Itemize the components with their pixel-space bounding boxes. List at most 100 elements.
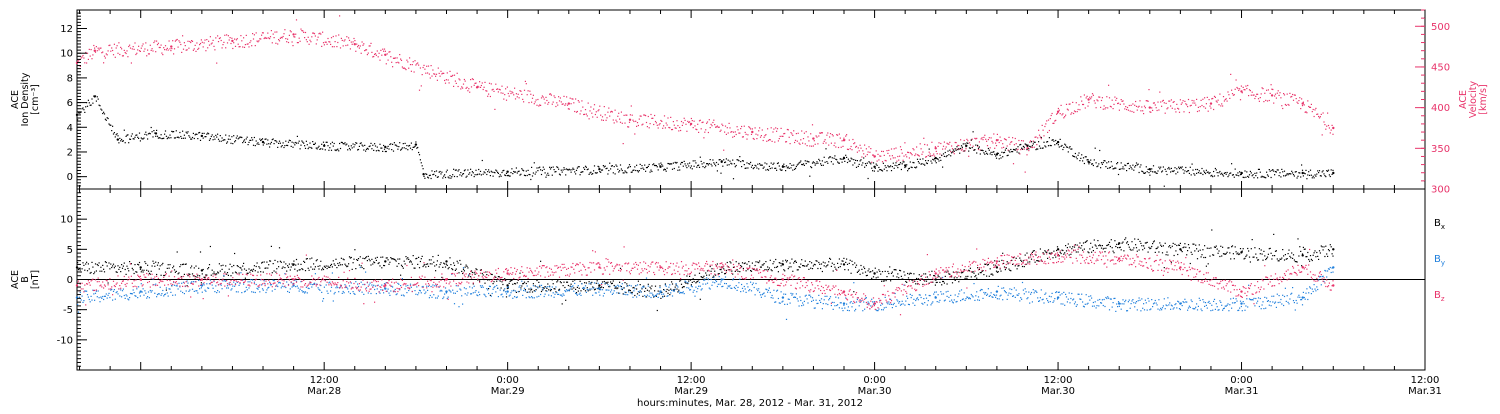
y-tick-label: 10 [60,49,73,60]
series-bx [76,229,1335,311]
y-tick-label: 300 [1431,185,1450,196]
x-axis: 12:00Mar.280:00Mar.2912:00Mar.290:00Mar.… [80,10,1442,397]
density-series [76,95,1335,187]
x-tick-label: 0:00 [863,375,885,386]
data-point [996,153,998,155]
data-point [170,45,172,47]
y-tick-label: 350 [1431,144,1450,155]
data-point [1240,302,1242,304]
data-point [1057,141,1059,143]
data-point [935,157,937,159]
data-point [140,290,142,292]
data-point [384,284,386,286]
data-point [782,263,784,265]
data-point [94,95,96,97]
y-tick-label: 12 [60,24,73,35]
data-point [690,123,692,125]
x-tick-date: Mar.31 [1408,386,1442,397]
data-point [1332,284,1334,286]
data-point [1057,248,1059,250]
data-point [422,173,424,175]
data-point [996,260,998,262]
data-point [323,145,325,147]
data-point [1179,266,1181,268]
data-point [384,287,386,289]
data-point [935,278,937,280]
velocity-series [76,15,1335,172]
data-point [292,263,294,265]
data-point [1087,98,1089,100]
data-point [843,157,845,159]
data-point [1087,161,1089,163]
data-point [843,302,845,304]
data-point [1118,257,1120,259]
data-point [1026,145,1028,147]
data-point [94,50,96,52]
data-point [155,132,157,134]
data-point [384,146,386,148]
data-point [506,171,508,173]
y-tick-label: 4 [67,123,73,134]
data-point [873,302,875,304]
data-point [659,166,661,168]
data-point [506,290,508,292]
x-tick-date: Mar.29 [674,386,708,397]
data-point [1240,172,1242,174]
data-point [292,278,294,280]
y-tick-label: -10 [57,335,73,346]
axis-label-line: [nT] [30,270,41,289]
data-point [506,272,508,274]
axis-label-line: [cm⁻³] [30,84,41,115]
data-point [384,54,386,56]
x-tick-label: 12:00 [1044,375,1073,386]
data-point [506,284,508,286]
data-point [1240,90,1242,92]
y-tick-label: 0 [67,275,73,286]
series-by [76,266,1335,320]
y-tick-label: 450 [1431,62,1450,73]
data-point [1332,266,1334,268]
x-tick-date: Mar.30 [1041,386,1075,397]
x-tick-label: 12:00 [310,375,339,386]
data-point [140,266,142,268]
data-point [445,290,447,292]
x-axis-title: hours:minutes, Mar. 28, 2012 - Mar. 31, … [637,398,863,409]
data-point [1179,302,1181,304]
data-point [1118,302,1120,304]
data-point [201,278,203,280]
data-point [1271,94,1273,96]
x-tick-date: Mar.31 [1225,386,1259,397]
data-point [935,272,937,274]
data-point [445,260,447,262]
data-point [996,266,998,268]
data-point [873,155,875,157]
data-point [904,164,906,166]
data-point [1057,111,1059,113]
data-point [965,145,967,147]
data-point [598,168,600,170]
data-point [843,139,845,141]
data-point [1240,290,1242,292]
data-point [354,43,356,45]
y-tick-label: 5 [67,245,73,256]
data-point [1302,254,1304,256]
data-point [568,102,570,104]
data-point [384,260,386,262]
data-point [445,278,447,280]
data-point [659,290,661,292]
data-point [873,272,875,274]
data-point [76,284,78,286]
data-point [1332,127,1334,129]
data-point [873,166,875,168]
data-point [1302,172,1304,174]
x-tick-date: Mar.28 [307,386,341,397]
data-point [782,296,784,298]
x-tick-label: 0:00 [1230,375,1252,386]
data-point [659,266,661,268]
